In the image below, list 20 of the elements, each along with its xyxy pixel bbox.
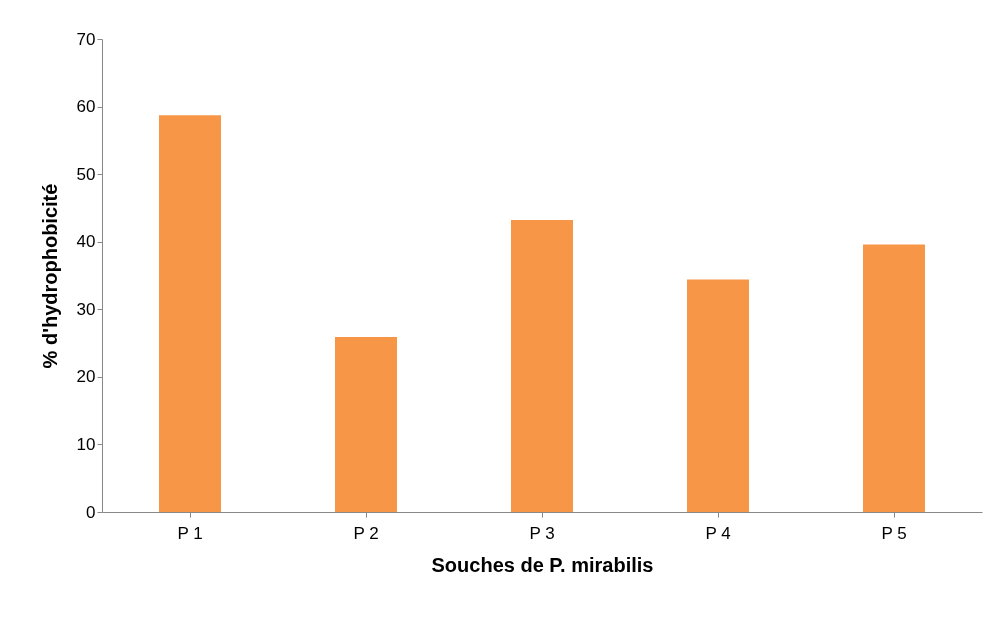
bar [863,244,925,512]
y-tick-label: 30 [76,299,96,319]
y-axis-title: % d'hydrophobicité [38,183,61,369]
x-tick-label: P 5 [881,523,907,543]
x-tick-label: P 3 [529,523,555,543]
y-tick-label: 50 [76,164,96,184]
y-tick-label: 10 [76,434,96,454]
x-tick-label: P 4 [705,523,731,543]
y-tick-label: 60 [76,97,96,117]
x-axis-title: Souches de P. mirabilis [431,553,654,576]
y-tick-label: 0 [86,502,96,522]
y-tick-label: 70 [76,29,96,49]
bar [335,336,397,512]
bar [511,220,573,512]
y-tick-label: 20 [76,367,96,387]
y-tick-label: 40 [76,232,96,252]
bar [159,115,221,512]
x-tick-label: P 1 [177,523,203,543]
x-tick-label: P 2 [353,523,379,543]
bar [687,279,749,512]
